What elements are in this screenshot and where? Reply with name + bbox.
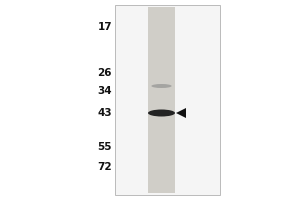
Ellipse shape xyxy=(148,109,175,116)
Text: 34: 34 xyxy=(98,86,112,96)
Text: 55: 55 xyxy=(98,142,112,152)
Text: 17: 17 xyxy=(98,22,112,32)
Polygon shape xyxy=(176,108,186,118)
Text: 72: 72 xyxy=(98,162,112,172)
Text: 43: 43 xyxy=(98,108,112,118)
Bar xyxy=(148,7,175,193)
Bar xyxy=(115,5,220,195)
Ellipse shape xyxy=(152,84,172,88)
Text: 26: 26 xyxy=(98,68,112,78)
Text: Hela: Hela xyxy=(151,0,178,3)
